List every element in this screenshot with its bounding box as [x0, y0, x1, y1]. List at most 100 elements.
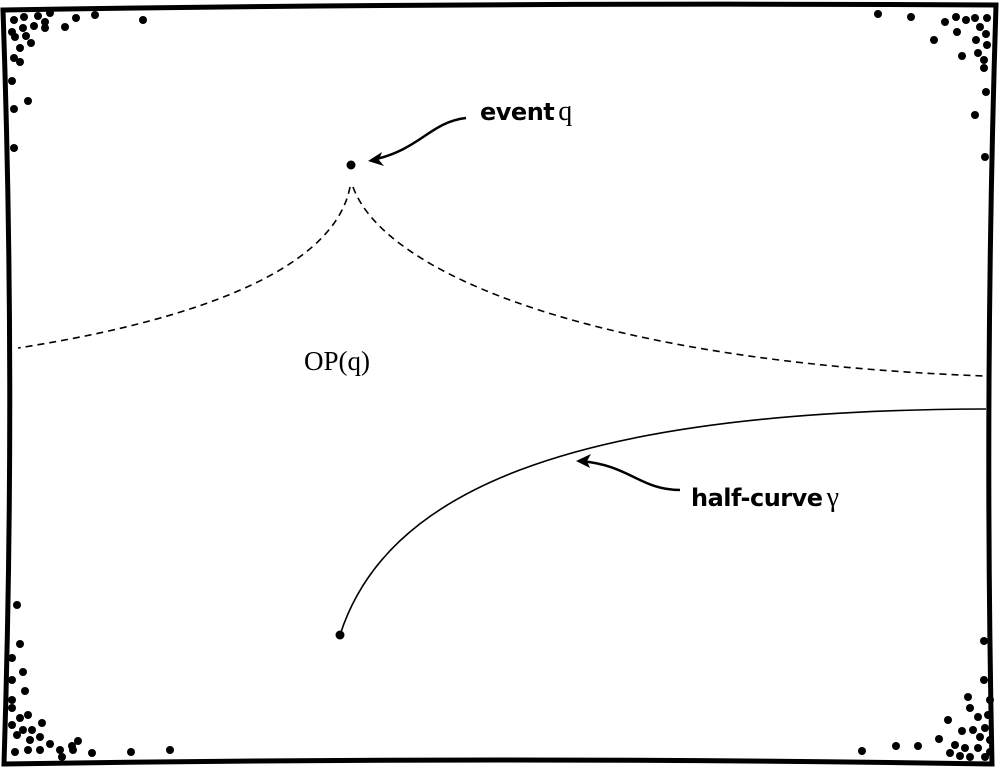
- corner-dot: [22, 32, 30, 40]
- event-arrow: [371, 116, 467, 162]
- corner-dot: [24, 97, 32, 105]
- curve-arrowhead-icon: [576, 454, 591, 468]
- corner-dot: [874, 10, 882, 18]
- corner-dot: [10, 105, 18, 113]
- corner-dot: [88, 749, 96, 757]
- corner-dot: [34, 12, 42, 20]
- corner-dot: [46, 740, 54, 748]
- corner-dot: [962, 16, 970, 24]
- corner-dot: [961, 744, 969, 752]
- corner-dot: [36, 733, 44, 741]
- corner-dot: [976, 23, 984, 31]
- corner-dot: [858, 747, 866, 755]
- corner-dot: [956, 752, 964, 760]
- corner-dot: [26, 736, 34, 744]
- corner-dot: [914, 742, 922, 750]
- corner-dot: [166, 746, 174, 754]
- corner-dot: [16, 640, 24, 648]
- corner-dot: [964, 693, 972, 701]
- corner-dot: [984, 711, 992, 719]
- corner-dot: [952, 13, 960, 21]
- half-curve-label: half-curve γ: [691, 482, 839, 514]
- event-word: event: [480, 98, 555, 126]
- corner-dot: [19, 668, 27, 676]
- corner-dot: [13, 601, 21, 609]
- corner-dot: [58, 753, 66, 761]
- event-symbol: q: [558, 96, 573, 127]
- corner-dot: [986, 748, 994, 756]
- dashed-boundary-left: [17, 186, 351, 349]
- dashed-boundary-right: [352, 186, 986, 377]
- corner-dot: [11, 748, 19, 756]
- corner-dot: [41, 24, 49, 32]
- corner-dot: [976, 733, 984, 741]
- corner-dot: [981, 724, 989, 732]
- corner-dot: [974, 713, 982, 721]
- corner-dot: [74, 737, 82, 745]
- corner-dot: [966, 704, 974, 712]
- corner-dot: [971, 14, 979, 22]
- half-curve-symbol: γ: [826, 482, 839, 513]
- corner-dot: [38, 719, 46, 727]
- corner-dot: [16, 58, 24, 66]
- corner-dot: [27, 39, 35, 47]
- corner-dot: [10, 144, 18, 152]
- corner-dot: [983, 41, 991, 49]
- corner-dot: [935, 735, 943, 743]
- corner-dot: [892, 742, 900, 750]
- corner-dot: [8, 77, 16, 85]
- corner-dot: [72, 14, 80, 22]
- event-point: [346, 160, 356, 170]
- corner-dot: [127, 748, 135, 756]
- corner-dot: [966, 753, 974, 761]
- corner-dot: [971, 111, 979, 119]
- corner-dot: [8, 654, 16, 662]
- corner-dot: [56, 746, 64, 754]
- corner-dot: [28, 726, 36, 734]
- corner-dot: [986, 696, 994, 704]
- corner-dot: [8, 676, 16, 684]
- event-label: event q: [480, 96, 572, 128]
- corner-dots: [8, 9, 994, 761]
- corner-dot: [8, 704, 16, 712]
- corner-dot: [36, 746, 44, 754]
- half-curve: [339, 408, 987, 636]
- corner-dot: [19, 726, 27, 734]
- event-arrowhead-icon: [368, 152, 384, 166]
- corner-dot: [983, 14, 991, 22]
- corner-dot: [958, 727, 966, 735]
- corner-dot: [981, 753, 989, 761]
- region-label: OP(q): [304, 346, 370, 376]
- corner-dot: [20, 13, 28, 21]
- corner-dot: [13, 731, 21, 739]
- corner-dot: [974, 744, 982, 752]
- corner-dot: [8, 696, 16, 704]
- corner-dot: [974, 49, 982, 57]
- corner-dot: [980, 676, 988, 684]
- corner-dot: [10, 16, 18, 24]
- corner-dot: [46, 9, 54, 17]
- corner-dot: [982, 30, 990, 38]
- corner-dot: [11, 33, 19, 41]
- corner-dot: [21, 687, 29, 695]
- corner-dot: [8, 721, 16, 729]
- corner-dot: [941, 18, 949, 26]
- half-curve-word: half-curve: [691, 484, 823, 512]
- corner-dot: [41, 18, 49, 26]
- corner-dot: [907, 13, 915, 21]
- corner-dot: [982, 88, 990, 96]
- corner-dot: [16, 714, 24, 722]
- corner-dot: [30, 22, 38, 30]
- corner-dot: [981, 153, 989, 161]
- corner-dot: [969, 726, 977, 734]
- corner-dot: [24, 711, 32, 719]
- corner-dot: [980, 56, 988, 64]
- corner-dot: [980, 64, 988, 72]
- corner-dot: [980, 637, 988, 645]
- corner-dot: [91, 11, 99, 19]
- corner-dot: [972, 36, 980, 44]
- corner-dot: [951, 741, 959, 749]
- corner-dot: [953, 28, 961, 36]
